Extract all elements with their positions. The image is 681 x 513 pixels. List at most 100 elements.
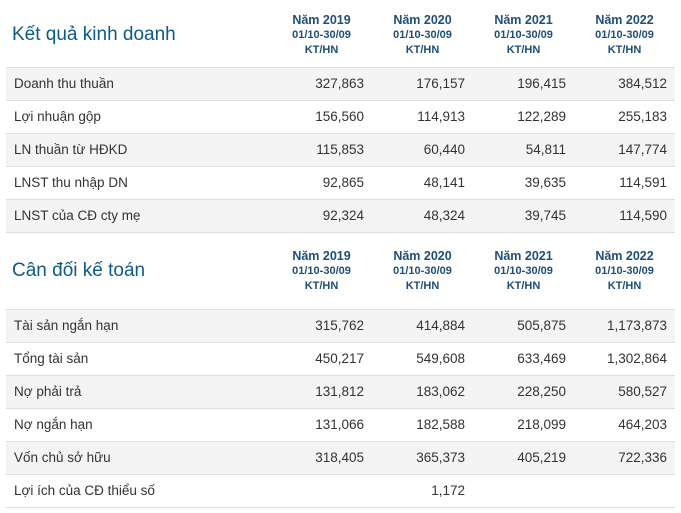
row-label: Vốn chủ sở hữu (6, 440, 271, 474)
row-value: 114,591 (574, 165, 675, 199)
table-row: Doanh thu thuần 327,863 176,157 196,415 … (6, 66, 675, 100)
row-value: 1,302,864 (574, 341, 675, 375)
row-label: Tài sản ngắn hạn (6, 308, 271, 342)
row-value (574, 473, 675, 508)
row-label: LNST thu nhập DN (6, 165, 271, 199)
year-name: Năm 2021 (494, 13, 553, 28)
row-value: 384,512 (574, 66, 675, 100)
year-period: 01/10-30/09 (393, 29, 452, 42)
year-header: Năm 2019 01/10-30/09 KT/HN (271, 4, 372, 67)
row-label: Tổng tài sản (6, 341, 271, 375)
row-value: 327,863 (271, 66, 372, 100)
row-value: 147,774 (574, 132, 675, 166)
year-header: Năm 2021 01/10-30/09 KT/HN (473, 4, 574, 67)
row-value: 580,527 (574, 374, 675, 408)
table-row: Nợ phải trả 131,812 183,062 228,250 580,… (6, 374, 675, 408)
year-header: Năm 2021 01/10-30/09 KT/HN (473, 232, 574, 309)
row-value: 722,336 (574, 440, 675, 474)
table-row: Lợi nhuận gộp 156,560 114,913 122,289 25… (6, 99, 675, 133)
year-period: 01/10-30/09 (393, 264, 452, 277)
year-period: 01/10-30/09 (494, 29, 553, 42)
year-header: Năm 2022 01/10-30/09 KT/HN (574, 4, 675, 67)
row-value: 633,469 (473, 341, 574, 375)
row-value: 122,289 (473, 99, 574, 133)
year-unit: KT/HN (304, 44, 339, 57)
row-value: 183,062 (372, 374, 473, 408)
row-label: Nợ phải trả (6, 374, 271, 408)
row-label: Doanh thu thuần (6, 66, 271, 100)
year-name: Năm 2021 (494, 248, 553, 263)
year-unit: KT/HN (506, 44, 541, 57)
row-value: 450,217 (271, 341, 372, 375)
row-value: 39,635 (473, 165, 574, 199)
year-period: 01/10-30/09 (292, 264, 351, 277)
year-unit: KT/HN (607, 279, 642, 292)
balance-rows: Tài sản ngắn hạn 315,762 414,884 505,875… (6, 308, 675, 508)
row-value: 156,560 (271, 99, 372, 133)
row-value: 131,812 (271, 374, 372, 408)
row-value (271, 473, 372, 508)
year-unit: KT/HN (506, 279, 541, 292)
row-value: 218,099 (473, 407, 574, 441)
year-header: Năm 2020 01/10-30/09 KT/HN (372, 4, 473, 67)
year-period: 01/10-30/09 (494, 264, 553, 277)
row-value: 176,157 (372, 66, 473, 100)
row-value: 48,324 (372, 198, 473, 233)
row-value: 196,415 (473, 66, 574, 100)
row-label: Lợi nhuận gộp (6, 99, 271, 133)
row-value: 92,324 (271, 198, 372, 233)
year-name: Năm 2022 (595, 13, 654, 28)
row-value: 114,590 (574, 198, 675, 233)
row-value: 405,219 (473, 440, 574, 474)
year-header: Năm 2022 01/10-30/09 KT/HN (574, 232, 675, 309)
financial-table: Kết quả kinh doanh Năm 2019 01/10-30/09 … (6, 4, 675, 508)
row-value: 464,203 (574, 407, 675, 441)
table-row: Nợ ngắn hạn 131,066 182,588 218,099 464,… (6, 407, 675, 441)
section-header-balance-group: Cân đối kế toán Năm 2019 01/10-30/09 KT/… (6, 232, 675, 309)
table-row: Tổng tài sản 450,217 549,608 633,469 1,3… (6, 341, 675, 375)
section-title: Cân đối kế toán (12, 259, 146, 281)
financial-summary: Kết quả kinh doanh Năm 2019 01/10-30/09 … (6, 0, 675, 508)
row-value: 92,865 (271, 165, 372, 199)
table-row: Vốn chủ sở hữu 318,405 365,373 405,219 7… (6, 440, 675, 474)
row-value: 39,745 (473, 198, 574, 233)
year-period: 01/10-30/09 (595, 29, 654, 42)
year-unit: KT/HN (405, 44, 440, 57)
row-value: 48,141 (372, 165, 473, 199)
row-value: 115,853 (271, 132, 372, 166)
row-value: 54,811 (473, 132, 574, 166)
row-label: LN thuần từ HĐKD (6, 132, 271, 166)
table-row: LNST của CĐ cty mẹ 92,324 48,324 39,745 … (6, 198, 675, 233)
year-name: Năm 2019 (292, 13, 351, 28)
row-value: 182,588 (372, 407, 473, 441)
income-rows: Doanh thu thuần 327,863 176,157 196,415 … (6, 66, 675, 233)
row-value: 228,250 (473, 374, 574, 408)
year-name: Năm 2020 (393, 13, 452, 28)
table-row: LN thuần từ HĐKD 115,853 60,440 54,811 1… (6, 132, 675, 166)
section-header-income: Kết quả kinh doanh Năm 2019 01/10-30/09 … (6, 4, 675, 67)
row-value: 365,373 (372, 440, 473, 474)
year-unit: KT/HN (304, 279, 339, 292)
year-period: 01/10-30/09 (292, 29, 351, 42)
year-name: Năm 2020 (393, 248, 452, 263)
row-label: LNST của CĐ cty mẹ (6, 198, 271, 233)
row-label: Lợi ích của CĐ thiểu số (6, 473, 271, 508)
row-value: 255,183 (574, 99, 675, 133)
row-value: 1,172 (372, 473, 473, 508)
year-period: 01/10-30/09 (595, 264, 654, 277)
row-value: 114,913 (372, 99, 473, 133)
year-header: Năm 2019 01/10-30/09 KT/HN (271, 232, 372, 309)
year-unit: KT/HN (405, 279, 440, 292)
table-row: Tài sản ngắn hạn 315,762 414,884 505,875… (6, 308, 675, 342)
row-label: Nợ ngắn hạn (6, 407, 271, 441)
row-value: 549,608 (372, 341, 473, 375)
year-name: Năm 2019 (292, 248, 351, 263)
row-value: 318,405 (271, 440, 372, 474)
row-value: 1,173,873 (574, 308, 675, 342)
year-header: Năm 2020 01/10-30/09 KT/HN (372, 232, 473, 309)
row-value: 131,066 (271, 407, 372, 441)
row-value: 60,440 (372, 132, 473, 166)
year-name: Năm 2022 (595, 248, 654, 263)
section-title: Kết quả kinh doanh (12, 24, 176, 46)
section-header-balance: Cân đối kế toán Năm 2019 01/10-30/09 KT/… (6, 232, 675, 309)
